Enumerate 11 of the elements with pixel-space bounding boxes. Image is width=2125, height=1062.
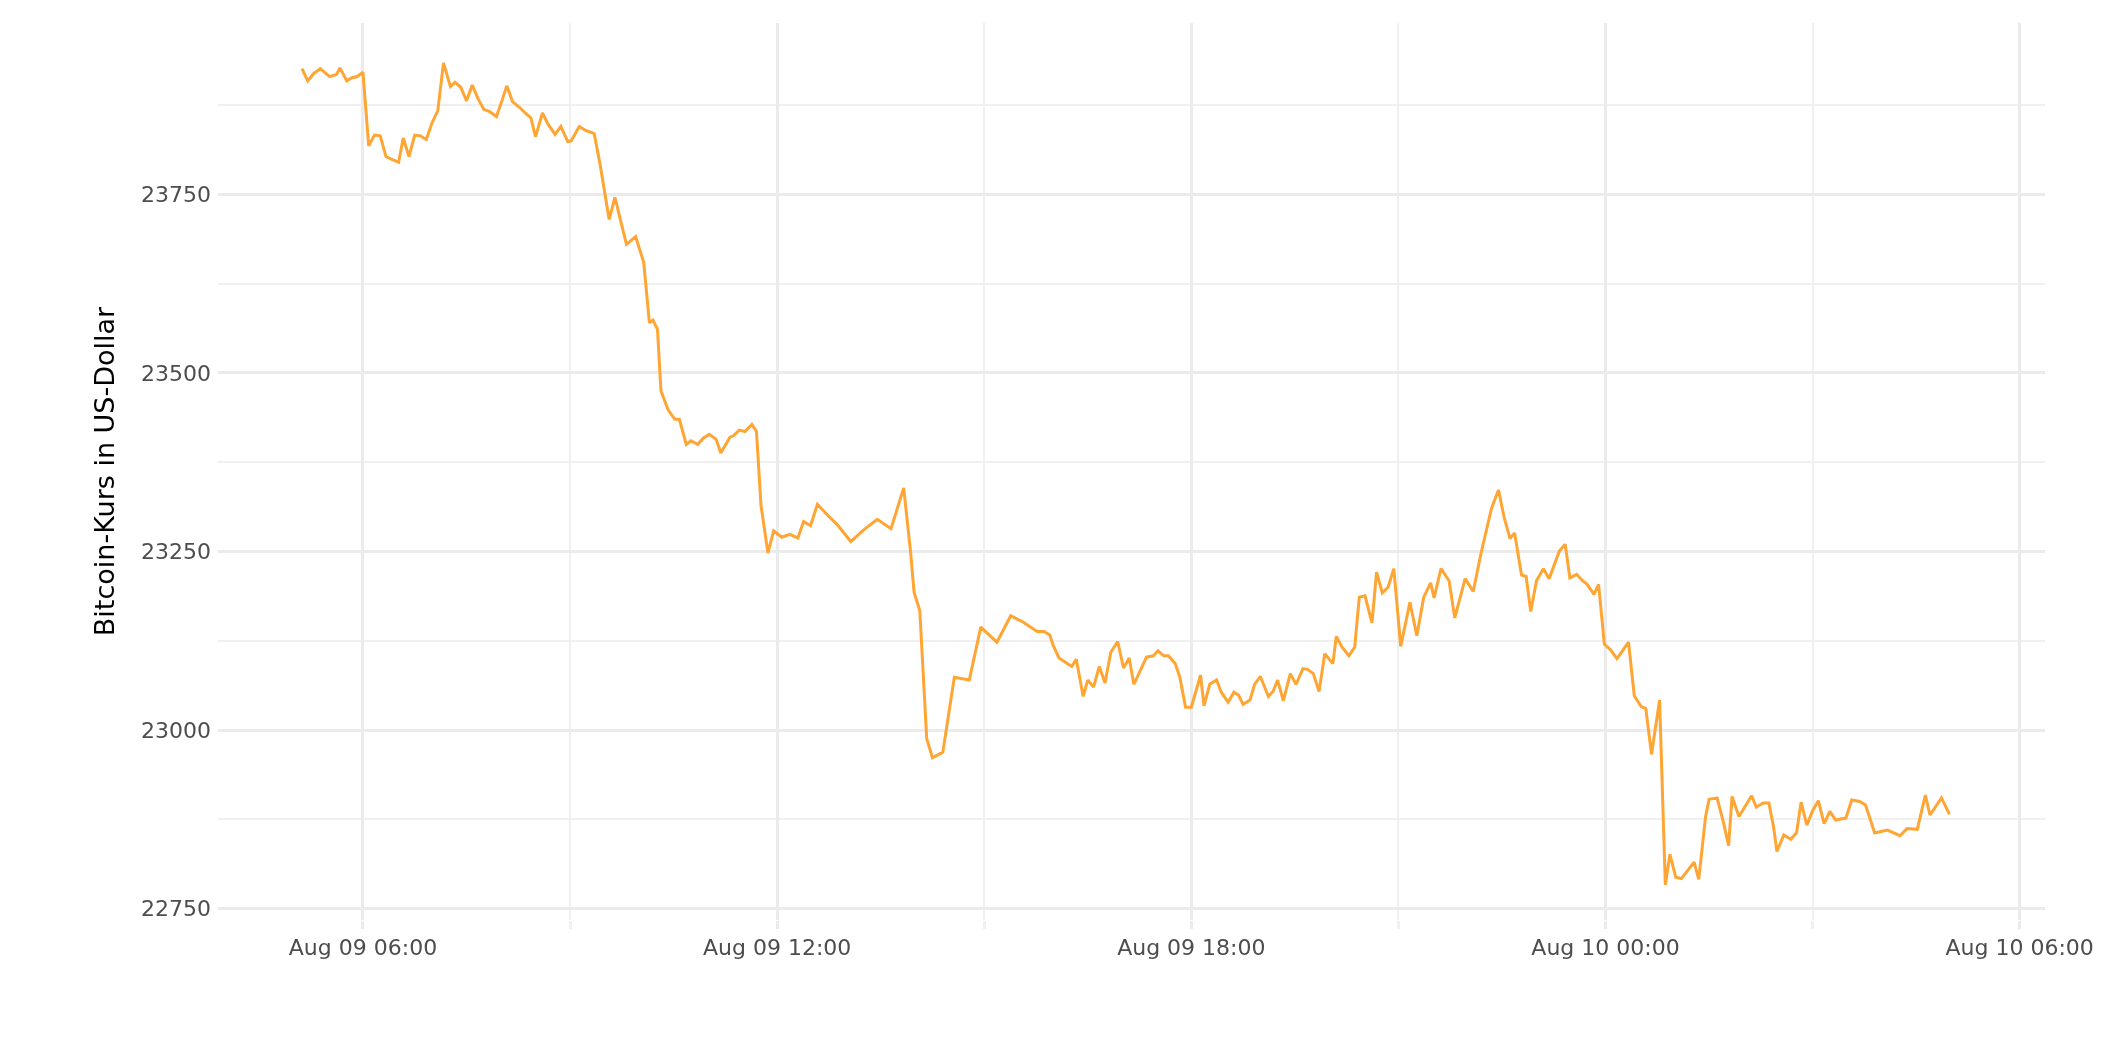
- x-tick-label: Aug 09 18:00: [1117, 935, 1266, 961]
- y-axis-title: Bitcoin-Kurs in US-Dollar: [89, 305, 121, 637]
- y-tick-label: 23250: [141, 539, 211, 565]
- x-tick-label: Aug 09 06:00: [288, 935, 438, 961]
- x-tick-label: Aug 10 00:00: [1531, 935, 1680, 961]
- y-tick-label: 23500: [141, 360, 211, 386]
- x-tick-label: Aug 10 06:00: [1945, 935, 2094, 961]
- y-tick-label: 23000: [141, 717, 211, 743]
- x-tick-label: Aug 09 12:00: [702, 935, 852, 961]
- y-tick-label: 22750: [141, 896, 211, 922]
- y-tick-label: 23750: [141, 182, 211, 208]
